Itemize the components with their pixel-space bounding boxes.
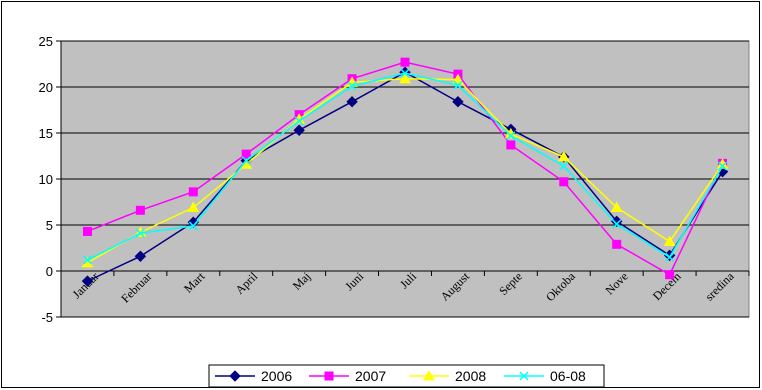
data-point	[612, 219, 622, 229]
y-tick-label: 20	[39, 80, 53, 95]
data-point	[347, 81, 357, 91]
data-point	[324, 371, 334, 381]
data-point	[452, 73, 464, 85]
data-point	[663, 235, 676, 247]
data-point-stroke	[241, 156, 251, 166]
y-tick-label: 25	[39, 34, 53, 49]
legend-label: 2008	[455, 368, 486, 384]
data-point-stroke	[453, 80, 463, 90]
data-point-stroke	[612, 219, 622, 229]
data-point	[612, 239, 622, 249]
data-point	[559, 177, 569, 187]
data-point	[453, 80, 463, 90]
legend-label: 2007	[355, 368, 386, 384]
y-tick-label: 0	[46, 264, 53, 279]
data-point-stroke	[347, 81, 357, 91]
data-point-stroke	[82, 255, 92, 265]
data-point	[423, 369, 435, 381]
y-tick-label: 10	[39, 172, 53, 187]
data-point	[665, 270, 675, 280]
data-point-stroke	[188, 221, 198, 231]
data-point	[400, 57, 410, 67]
data-point-stroke	[294, 116, 304, 126]
data-point	[557, 150, 570, 162]
y-tick-label: 5	[46, 218, 53, 233]
data-point	[293, 124, 305, 136]
data-point	[187, 201, 200, 213]
data-point	[506, 131, 516, 141]
data-point-stroke	[506, 131, 516, 141]
data-point-stroke	[135, 228, 145, 238]
legend-label: 06-08	[550, 368, 586, 384]
y-tick-label: -5	[41, 310, 53, 325]
data-point	[346, 96, 358, 108]
data-point-stroke	[400, 68, 410, 78]
data-point	[718, 161, 728, 171]
legend-box	[208, 364, 605, 388]
data-point	[188, 221, 198, 231]
data-point	[135, 205, 145, 215]
data-point	[82, 226, 92, 236]
data-point	[229, 370, 241, 382]
data-point	[400, 68, 410, 78]
data-point	[241, 149, 251, 159]
data-point	[241, 156, 251, 166]
y-tick-label: 15	[39, 126, 53, 141]
data-point	[134, 250, 147, 262]
data-point	[187, 216, 200, 228]
data-point	[399, 72, 411, 84]
legend-label: 2006	[261, 368, 292, 384]
data-point-stroke	[718, 161, 728, 171]
data-point-stroke	[665, 252, 675, 262]
data-point	[452, 96, 464, 108]
data-point-stroke	[519, 371, 529, 381]
data-point	[519, 371, 529, 381]
data-point	[506, 140, 516, 150]
data-point	[82, 255, 92, 265]
data-point	[135, 228, 145, 238]
data-point	[188, 187, 198, 197]
data-point	[559, 161, 569, 171]
data-point	[665, 252, 675, 262]
data-point	[81, 275, 94, 287]
data-point	[294, 116, 304, 126]
data-point-stroke	[559, 161, 569, 171]
data-point	[610, 201, 623, 213]
